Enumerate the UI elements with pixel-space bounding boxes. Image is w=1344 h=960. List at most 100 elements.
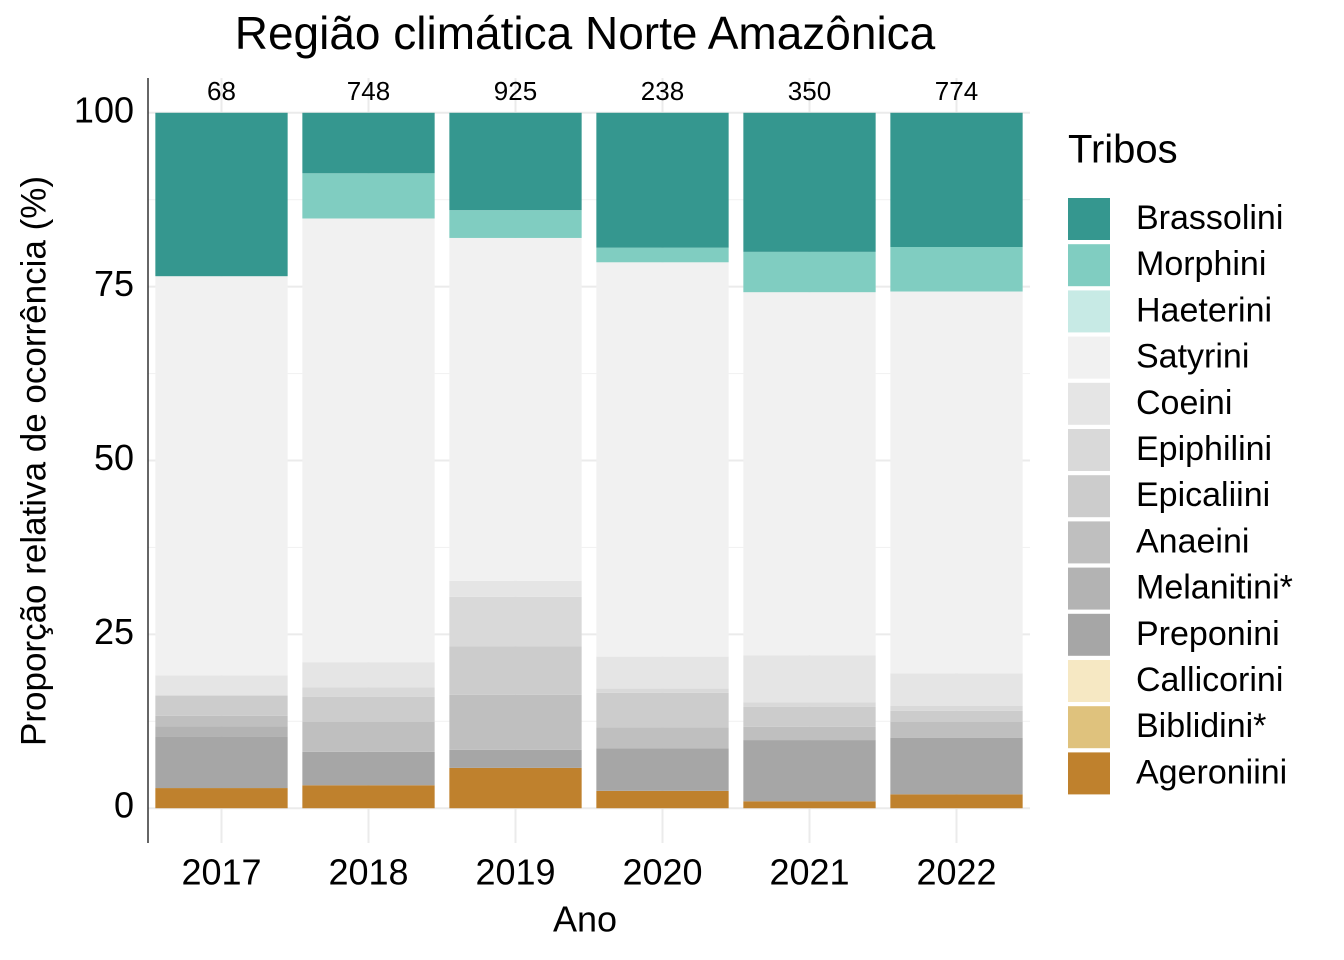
bar-segment bbox=[743, 112, 876, 252]
legend-key bbox=[1068, 521, 1110, 564]
bar-segment bbox=[449, 749, 582, 768]
x-tick-label: 2020 bbox=[622, 852, 702, 893]
x-axis-title: Ano bbox=[553, 899, 617, 940]
bar-segment bbox=[596, 656, 729, 689]
legend-label: Coeini bbox=[1136, 384, 1232, 422]
bar-segment bbox=[596, 748, 729, 791]
bar-segment bbox=[596, 262, 729, 657]
total-label: 238 bbox=[641, 76, 684, 106]
legend-key bbox=[1068, 567, 1110, 610]
bar-segment bbox=[743, 801, 876, 809]
bar-segment bbox=[890, 705, 1023, 711]
legend-title: Tribos bbox=[1068, 128, 1178, 172]
legend-label: Epicaliini bbox=[1136, 476, 1270, 514]
bar-segment bbox=[890, 291, 1023, 674]
bar-segment bbox=[743, 251, 876, 293]
bar-segment bbox=[449, 210, 582, 238]
legend-key bbox=[1068, 336, 1110, 379]
bar-segment bbox=[890, 246, 1023, 292]
y-axis-title: Proporção relativa de ocorrência (%) bbox=[14, 176, 53, 746]
bar-segment bbox=[155, 788, 288, 809]
total-label: 774 bbox=[935, 76, 978, 106]
bar-segment bbox=[155, 695, 288, 716]
y-tick-label: 100 bbox=[74, 89, 134, 130]
legend-key bbox=[1068, 752, 1110, 795]
legend-label: Satyrini bbox=[1136, 338, 1249, 376]
legend-key bbox=[1068, 244, 1110, 287]
bar-segment bbox=[596, 247, 729, 263]
bar-segment bbox=[155, 675, 288, 696]
bar-segment bbox=[449, 596, 582, 647]
bar-segment bbox=[890, 112, 1023, 247]
bar-segment bbox=[890, 710, 1023, 722]
bar-segment bbox=[302, 785, 435, 809]
legend-key bbox=[1068, 613, 1110, 656]
legend-key bbox=[1068, 475, 1110, 518]
bar-segment bbox=[155, 715, 288, 727]
bar-segment bbox=[155, 726, 288, 737]
bar-segment bbox=[449, 237, 582, 581]
legend-label: Preponini bbox=[1136, 615, 1280, 653]
bar-segment bbox=[743, 702, 876, 707]
legend-label: Biblidini* bbox=[1136, 707, 1266, 745]
legend-key bbox=[1068, 382, 1110, 425]
bar-segment bbox=[890, 721, 1023, 738]
bar-segment bbox=[596, 692, 729, 728]
legend-label: Brassolini bbox=[1136, 199, 1283, 237]
bar-segment bbox=[743, 706, 876, 727]
bar-segment bbox=[890, 673, 1023, 706]
legend-label: Morphini bbox=[1136, 245, 1266, 283]
bar-segment bbox=[302, 721, 435, 752]
x-tick-label: 2019 bbox=[475, 852, 555, 893]
legend-label: Ageroniini bbox=[1136, 753, 1287, 791]
legend-key bbox=[1068, 290, 1110, 333]
legend-key bbox=[1068, 660, 1110, 702]
bar-segment bbox=[743, 726, 876, 741]
x-tick-label: 2022 bbox=[916, 852, 996, 893]
bar-segment bbox=[302, 696, 435, 722]
y-tick-label: 50 bbox=[94, 437, 134, 478]
bar-segment bbox=[302, 687, 435, 697]
x-tick-label: 2017 bbox=[181, 852, 261, 893]
bar-segment bbox=[890, 794, 1023, 809]
bar-segment bbox=[302, 218, 435, 663]
bar-segment bbox=[596, 790, 729, 809]
bar-segment bbox=[449, 767, 582, 809]
y-tick-label: 0 bbox=[114, 785, 134, 826]
legend-label: Melanitini* bbox=[1136, 569, 1293, 607]
bar-segment bbox=[596, 688, 729, 693]
y-tick-label: 75 bbox=[94, 263, 134, 304]
bar-segment bbox=[449, 112, 582, 211]
legend-key bbox=[1068, 706, 1110, 749]
total-label: 350 bbox=[788, 76, 831, 106]
bar-segment bbox=[155, 112, 288, 277]
bar-segment bbox=[155, 276, 288, 676]
total-label: 925 bbox=[494, 76, 537, 106]
bar-segment bbox=[596, 112, 729, 248]
bar-segment bbox=[302, 751, 435, 786]
bar-segment bbox=[449, 694, 582, 750]
chart-title: Região climática Norte Amazônica bbox=[235, 7, 936, 59]
y-tick-label: 25 bbox=[94, 611, 134, 652]
total-label: 68 bbox=[207, 76, 236, 106]
bar-segment bbox=[302, 112, 435, 174]
bar-segment bbox=[302, 173, 435, 219]
x-tick-label: 2021 bbox=[769, 852, 849, 893]
bar-segment bbox=[302, 662, 435, 688]
bar-segment bbox=[155, 736, 288, 789]
legend-key bbox=[1068, 198, 1110, 240]
legend-label: Haeterini bbox=[1136, 291, 1272, 329]
legend-label: Callicorini bbox=[1136, 661, 1283, 699]
bar-segment bbox=[449, 580, 582, 597]
bar-segment bbox=[743, 292, 876, 656]
bar-segment bbox=[743, 655, 876, 703]
bar-segment bbox=[890, 737, 1023, 795]
legend-label: Epiphilini bbox=[1136, 430, 1272, 468]
legend-key bbox=[1068, 429, 1110, 471]
total-label: 748 bbox=[347, 76, 390, 106]
bar-segment bbox=[743, 740, 876, 802]
bar-segment bbox=[449, 646, 582, 695]
legend-label: Anaeini bbox=[1136, 522, 1249, 560]
x-tick-label: 2018 bbox=[328, 852, 408, 893]
